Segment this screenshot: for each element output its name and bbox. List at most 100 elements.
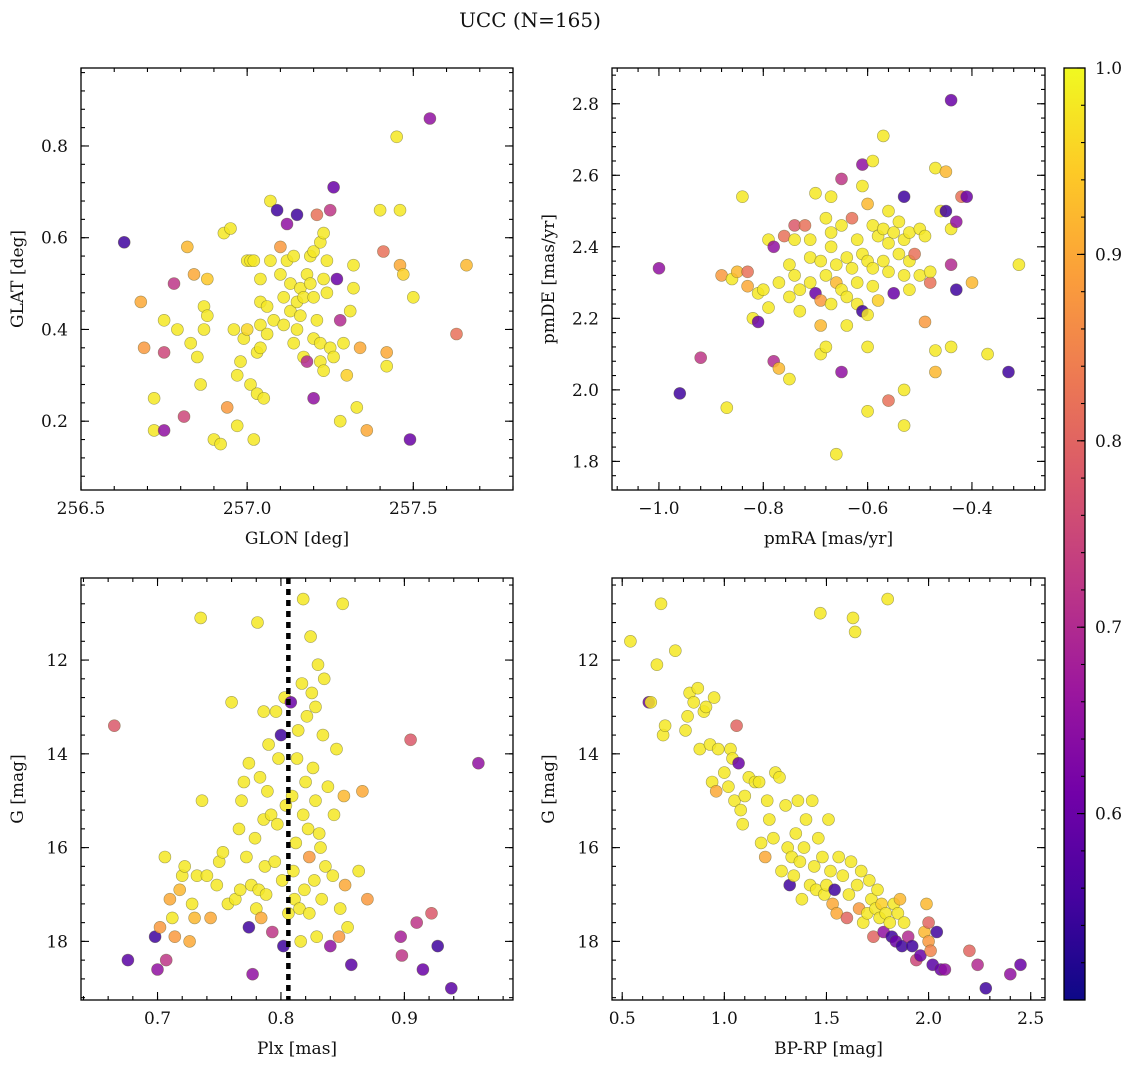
scatter-point xyxy=(272,752,285,765)
scatter-point xyxy=(307,290,320,304)
scatter-point xyxy=(862,874,876,887)
scatter-point xyxy=(905,939,919,953)
scatter-point xyxy=(307,874,321,887)
colorbar-tick-label: 0.6 xyxy=(1095,805,1122,825)
scatter-point xyxy=(472,756,485,770)
scatter-point xyxy=(717,766,731,779)
scatter-point xyxy=(944,340,958,354)
scatter-point xyxy=(306,761,320,775)
x-tick-label: 257.5 xyxy=(389,499,438,519)
scatter-point xyxy=(793,304,807,318)
scatter-point xyxy=(803,276,817,289)
scatter-point xyxy=(264,194,277,208)
scatter-point xyxy=(294,935,308,948)
points xyxy=(108,592,485,995)
scatter-point xyxy=(309,794,322,808)
scatter-point xyxy=(317,272,330,286)
scatter-point xyxy=(824,297,838,311)
scatter-panel-3: 0.7 0.8 0.9 12 14 16 18 Plx [mas] G [mag] xyxy=(8,577,514,1059)
scatter-point xyxy=(798,219,812,232)
colorbar-tick-label: 0.7 xyxy=(1095,618,1122,638)
scatter-point xyxy=(316,728,330,742)
scatter-point xyxy=(310,930,324,944)
scatter-point xyxy=(390,130,404,144)
scatter-point xyxy=(344,958,358,972)
scatter-point xyxy=(805,794,819,808)
scatter-point xyxy=(244,378,257,391)
scatter-point xyxy=(204,911,217,925)
scatter-point xyxy=(159,953,173,967)
scatter-point xyxy=(891,906,905,920)
scatter-point xyxy=(850,878,864,892)
scatter-point xyxy=(310,208,324,222)
scatter-point xyxy=(259,888,273,901)
axes-frame xyxy=(80,577,514,1001)
scatter-point xyxy=(793,283,807,297)
scatter-point xyxy=(394,930,408,944)
scatter-point xyxy=(644,695,658,709)
scatter-point xyxy=(791,794,805,808)
scatter-point xyxy=(922,916,935,929)
scatter-point xyxy=(431,939,445,953)
scatter-point xyxy=(840,290,854,304)
scatter-point xyxy=(257,705,271,718)
scatter-point xyxy=(163,892,177,906)
scatter-point xyxy=(783,258,796,272)
scatter-point xyxy=(893,892,907,906)
scatter-point xyxy=(290,208,304,222)
scatter-point xyxy=(337,789,351,803)
scatter-point xyxy=(254,318,267,332)
scatter-point xyxy=(892,215,906,229)
x-tick-label: −1.0 xyxy=(638,499,679,519)
scatter-point xyxy=(679,724,692,737)
scatter-point xyxy=(819,340,833,354)
scatter-point xyxy=(380,346,394,359)
scatter-point xyxy=(882,394,895,407)
x-tick-label: 0.7 xyxy=(144,1009,171,1029)
scatter-point xyxy=(691,681,705,695)
scatter-point xyxy=(254,272,267,286)
scatter-point xyxy=(756,283,770,297)
scatter-point xyxy=(290,752,304,765)
scatter-point xyxy=(846,611,860,625)
scatter-point xyxy=(305,686,319,700)
scatter-point xyxy=(247,254,261,268)
scatter-point xyxy=(741,279,754,293)
x-tick-label: −0.8 xyxy=(743,499,784,519)
y-tick-label: 2.2 xyxy=(572,309,599,329)
scatter-point xyxy=(844,855,858,869)
scatter-point xyxy=(897,190,911,203)
scatter-point xyxy=(908,247,921,261)
x-axis-label: pmRA [mas/yr] xyxy=(764,529,893,549)
scatter-point xyxy=(321,780,335,794)
scatter-point xyxy=(767,831,780,845)
x-tick-label: 2.5 xyxy=(1017,1009,1044,1029)
scatter-point xyxy=(728,794,741,808)
axes-frame xyxy=(611,577,1046,1001)
scatter-point xyxy=(260,300,274,313)
scatter-point xyxy=(269,705,283,718)
scatter-point xyxy=(242,756,256,770)
scatter-point xyxy=(971,958,984,972)
scatter-point xyxy=(248,831,262,845)
scatter-point xyxy=(264,254,277,268)
scatter-point xyxy=(897,383,911,397)
scatter-point xyxy=(153,920,167,934)
scatter-point xyxy=(866,279,880,293)
scatter-point xyxy=(326,869,340,883)
scatter-point xyxy=(707,691,721,704)
scatter-point xyxy=(293,309,307,323)
scatter-point xyxy=(861,404,874,418)
axes-frame xyxy=(611,67,1046,491)
scatter-point xyxy=(260,327,274,341)
scatter-point xyxy=(309,700,322,714)
scatter-point xyxy=(188,911,201,925)
scatter-point xyxy=(327,350,340,364)
scatter-point xyxy=(237,775,251,789)
scatter-point xyxy=(811,831,825,845)
scatter-point xyxy=(930,925,944,939)
scatter-point xyxy=(197,323,211,336)
scatter-point xyxy=(738,789,752,803)
scatter-point xyxy=(177,410,191,423)
scatter-point xyxy=(216,845,230,859)
